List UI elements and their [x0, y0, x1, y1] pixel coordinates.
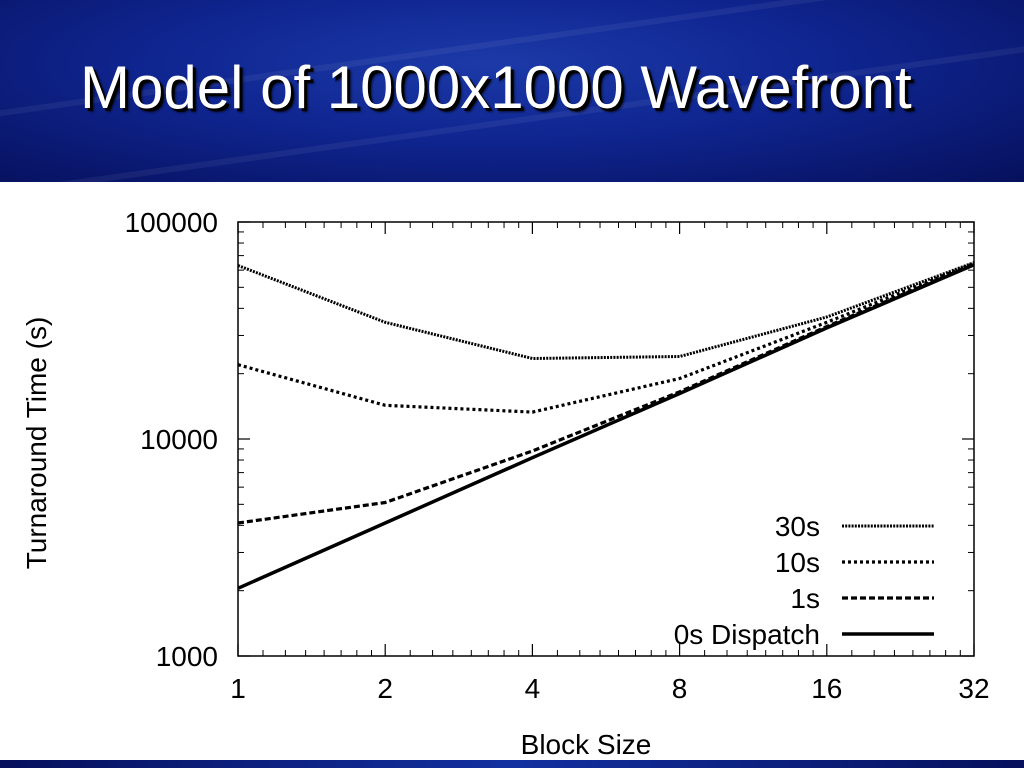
plot-frame [237, 221, 975, 657]
legend-label: 0s Dispatch [674, 619, 820, 650]
x-axis-label: Block Size [521, 729, 652, 760]
y-tick-label: 1000 [156, 641, 218, 672]
x-tick-label: 8 [672, 673, 688, 704]
legend-label: 30s [775, 511, 820, 542]
line-chart: 1 2 4 8 16 32 1000 10000 100000 Block Size Turnaro… [21, 207, 990, 760]
x-tick-label: 16 [811, 673, 842, 704]
title-banner: Model of 1000x1000 Wavefront [0, 0, 1024, 182]
x-tick-label: 2 [377, 673, 393, 704]
series-line-30s [237, 261, 975, 361]
series-line-10s [237, 261, 975, 414]
y-axis-label: Turnaround Time (s) [21, 317, 52, 570]
legend-label: 10s [775, 547, 820, 578]
y-tick-label: 10000 [140, 424, 218, 455]
x-tick-label: 1 [230, 673, 246, 704]
slide-title: Model of 1000x1000 Wavefront [80, 54, 912, 121]
x-tick-label: 32 [958, 673, 989, 704]
y-tick-label: 100000 [125, 207, 218, 238]
x-tick-label: 4 [525, 673, 541, 704]
legend-label: 1s [790, 583, 820, 614]
footer-bar [0, 760, 1024, 768]
series-line-0s-dispatch [237, 263, 975, 590]
